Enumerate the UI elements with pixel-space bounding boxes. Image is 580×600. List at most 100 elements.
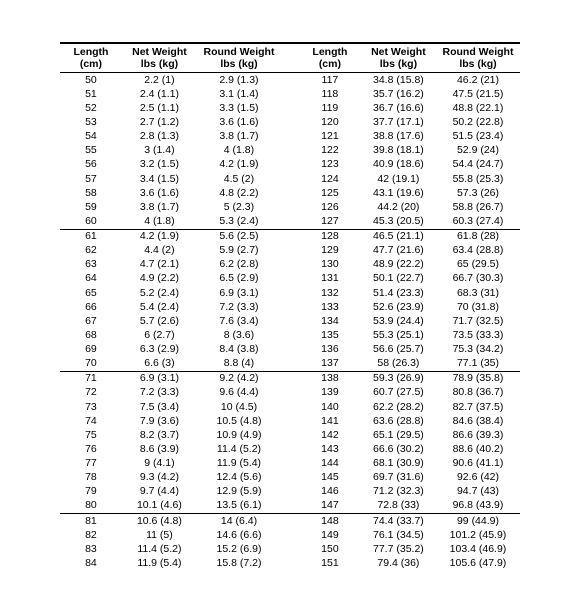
- cell-net: 9.3 (4.2): [122, 471, 197, 485]
- cell-round: 82.7 (37.5): [436, 400, 520, 414]
- header-net-left: Net Weightlbs (kg): [122, 43, 197, 72]
- cell-round: 13.5 (6.1): [197, 499, 281, 514]
- cell-length: 126: [299, 200, 361, 214]
- cell-net: 44.2 (20): [361, 200, 436, 214]
- cell-length: 121: [299, 130, 361, 144]
- cell-round: 10.9 (4.9): [197, 428, 281, 442]
- table-row: 8010.1 (4.6)13.5 (6.1)14772.8 (33)96.8 (…: [60, 499, 520, 514]
- cell-round: 63.4 (28.8): [436, 244, 520, 258]
- table-row: 737.5 (3.4)10 (4.5)14062.2 (28.2)82.7 (3…: [60, 400, 520, 414]
- cell-round: 84.6 (38.4): [436, 414, 520, 428]
- cell-net: 35.7 (16.2): [361, 87, 436, 101]
- cell-round: 5 (2.3): [197, 200, 281, 214]
- cell-length: 60: [60, 214, 122, 229]
- cell-net: 40.9 (18.6): [361, 158, 436, 172]
- table-row: 614.2 (1.9)5.6 (2.5)12846.5 (21.1)61.8 (…: [60, 229, 520, 244]
- weight-table: Length(cm) Net Weightlbs (kg) Round Weig…: [60, 42, 520, 571]
- cell-net: 7.5 (3.4): [122, 400, 197, 414]
- cell-round: 68.3 (31): [436, 286, 520, 300]
- table-row: 655.2 (2.4)6.9 (3.1)13251.4 (23.3)68.3 (…: [60, 286, 520, 300]
- cell-length: 141: [299, 414, 361, 428]
- cell-length: 72: [60, 386, 122, 400]
- cell-round: 8 (3.6): [197, 328, 281, 342]
- cell-net: 11 (5): [122, 528, 197, 542]
- cell-net: 69.7 (31.6): [361, 471, 436, 485]
- cell-net: 47.7 (21.6): [361, 244, 436, 258]
- cell-length: 61: [60, 229, 122, 244]
- table-row: 624.4 (2)5.9 (2.7) 12947.7 (21.6)63.4 (28…: [60, 244, 520, 258]
- table-row: 727.2 (3.3)9.6 (4.4)13960.7 (27.5)80.8 (…: [60, 386, 520, 400]
- table-row: 8211 (5)14.6 (6.6)14976.1 (34.5)101.2 (4…: [60, 528, 520, 542]
- table-row: 706.6 (3)8.8 (4)13758 (26.3)77.1 (35): [60, 357, 520, 372]
- cell-length: 140: [299, 400, 361, 414]
- cell-length: 76: [60, 442, 122, 456]
- cell-net: 5.2 (2.4): [122, 286, 197, 300]
- cell-length: 129: [299, 244, 361, 258]
- cell-length: 131: [299, 272, 361, 286]
- cell-net: 2.2 (1): [122, 73, 197, 88]
- cell-length: 56: [60, 158, 122, 172]
- header-net-right: Net Weightlbs (kg): [361, 43, 436, 72]
- cell-net: 56.6 (25.7): [361, 343, 436, 357]
- table-row: 675.7 (2.6)7.6 (3.4)13453.9 (24.4)71.7 (…: [60, 314, 520, 328]
- cell-net: 2.5 (1.1): [122, 101, 197, 115]
- cell-length: 74: [60, 414, 122, 428]
- cell-length: 79: [60, 485, 122, 499]
- table-row: 512.4 (1.1)3.1 (1.4)11835.7 (16.2)47.5 (…: [60, 87, 520, 101]
- cell-net: 60.7 (27.5): [361, 386, 436, 400]
- table-row: 644.9 (2.2)6.5 (2.9)13150.1 (22.7)66.7 (…: [60, 272, 520, 286]
- cell-length: 142: [299, 428, 361, 442]
- cell-round: 103.4 (46.9): [436, 542, 520, 556]
- cell-round: 3.1 (1.4): [197, 87, 281, 101]
- cell-length: 65: [60, 286, 122, 300]
- cell-net: 2.8 (1.3): [122, 130, 197, 144]
- cell-net: 4 (1.8): [122, 214, 197, 229]
- cell-round: 11.4 (5.2): [197, 442, 281, 456]
- cell-length: 146: [299, 485, 361, 499]
- cell-length: 69: [60, 343, 122, 357]
- cell-round: 90.6 (41.1): [436, 457, 520, 471]
- cell-length: 64: [60, 272, 122, 286]
- cell-net: 46.5 (21.1): [361, 229, 436, 244]
- cell-net: 51.4 (23.3): [361, 286, 436, 300]
- cell-round: 8.4 (3.8): [197, 343, 281, 357]
- cell-round: 14 (6.4): [197, 514, 281, 529]
- cell-net: 4.2 (1.9): [122, 229, 197, 244]
- cell-length: 55: [60, 144, 122, 158]
- cell-round: 10.5 (4.8): [197, 414, 281, 428]
- cell-net: 62.2 (28.2): [361, 400, 436, 414]
- cell-length: 127: [299, 214, 361, 229]
- cell-round: 50.2 (22.8): [436, 116, 520, 130]
- cell-length: 51: [60, 87, 122, 101]
- cell-length: 62: [60, 244, 122, 258]
- cell-net: 50.1 (22.7): [361, 272, 436, 286]
- header-length-left: Length(cm): [60, 43, 122, 72]
- cell-length: 132: [299, 286, 361, 300]
- cell-round: 10 (4.5): [197, 400, 281, 414]
- cell-net: 11.4 (5.2): [122, 542, 197, 556]
- cell-round: 3.8 (1.7): [197, 130, 281, 144]
- cell-length: 50: [60, 73, 122, 88]
- table-row: 8311.4 (5.2)15.2 (6.9)15077.7 (35.2)103.…: [60, 542, 520, 556]
- cell-net: 10.1 (4.6): [122, 499, 197, 514]
- cell-net: 52.6 (23.9): [361, 300, 436, 314]
- cell-round: 4.5 (2): [197, 172, 281, 186]
- cell-net: 3.8 (1.7): [122, 200, 197, 214]
- cell-length: 145: [299, 471, 361, 485]
- cell-round: 12.9 (5.9): [197, 485, 281, 499]
- cell-length: 122: [299, 144, 361, 158]
- cell-net: 4.4 (2): [122, 244, 197, 258]
- cell-net: 79.4 (36): [361, 556, 436, 570]
- cell-round: 5.6 (2.5): [197, 229, 281, 244]
- cell-net: 72.8 (33): [361, 499, 436, 514]
- cell-length: 128: [299, 229, 361, 244]
- table-row: 779 (4.1)11.9 (5.4)14468.1 (30.9)90.6 (4…: [60, 457, 520, 471]
- table-row: 553 (1.4)4 (1.8)12239.8 (18.1)52.9 (24): [60, 144, 520, 158]
- header-round-left: Round Weightlbs (kg): [197, 43, 281, 72]
- cell-net: 34.8 (15.8): [361, 73, 436, 88]
- cell-net: 6 (2.7): [122, 328, 197, 342]
- cell-round: 5.9 (2.7): [197, 244, 281, 258]
- cell-round: 15.2 (6.9): [197, 542, 281, 556]
- cell-length: 75: [60, 428, 122, 442]
- cell-round: 4 (1.8): [197, 144, 281, 158]
